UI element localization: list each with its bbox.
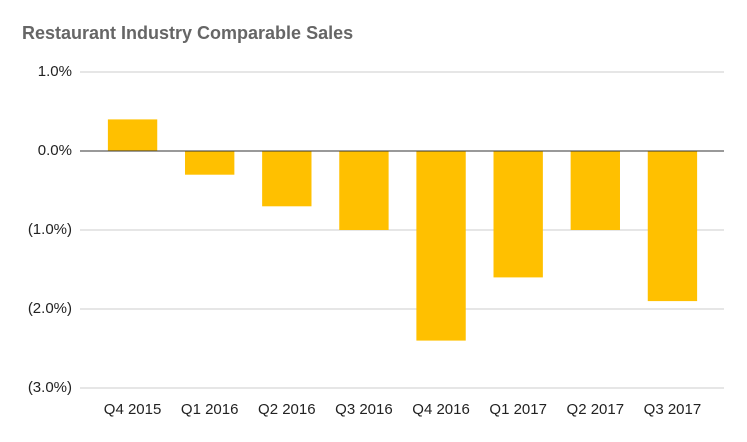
y-tick-label: 0.0%: [38, 142, 72, 159]
bar: [647, 151, 698, 302]
bar: [262, 151, 312, 207]
y-tick-label: (3.0%): [28, 379, 72, 396]
x-tick-label: Q1 2017: [489, 401, 547, 418]
y-tick-label: (1.0%): [28, 221, 72, 238]
bar: [416, 151, 466, 341]
x-tick-label: Q2 2016: [258, 401, 316, 418]
bar: [185, 151, 235, 175]
x-tick-label: Q3 2017: [644, 401, 702, 418]
chart-title: Restaurant Industry Comparable Sales: [22, 23, 353, 43]
bar: [107, 119, 158, 151]
bar: [493, 151, 543, 278]
x-tick-label: Q2 2017: [567, 401, 625, 418]
bar: [570, 151, 620, 230]
y-tick-label: (2.0%): [28, 300, 72, 317]
labels: (3.0%) (2.0%) (1.0%) 0.0% 1.0% Q4 2015 Q1 2016…: [28, 63, 701, 418]
bar: [339, 151, 389, 230]
y-tick-label: 1.0%: [38, 63, 72, 80]
bars: [107, 119, 698, 341]
x-tick-label: Q3 2016: [335, 401, 393, 418]
x-tick-label: Q1 2016: [181, 401, 239, 418]
x-tick-label: Q4 2015: [104, 401, 162, 418]
x-tick-label: Q4 2016: [412, 401, 470, 418]
